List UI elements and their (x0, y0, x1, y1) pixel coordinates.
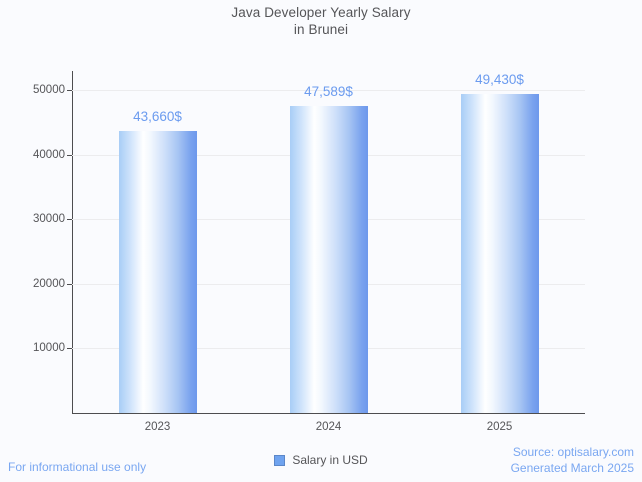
bar-2025[interactable] (460, 94, 539, 413)
disclaimer-text: For informational use only (8, 460, 147, 474)
legend-item-salary[interactable]: Salary in USD (274, 453, 368, 467)
bar-2023[interactable] (118, 131, 197, 413)
attribution: Source: optisalary.com Generated March 2… (511, 445, 634, 476)
x-axis-tick-label: 2025 (486, 421, 513, 433)
x-axis-tick-label: 2024 (315, 421, 342, 433)
generated-text: Generated March 2025 (510, 460, 634, 475)
y-axis-tick-label: 10000 (33, 342, 65, 355)
y-tick-mark (67, 154, 72, 156)
y-axis-tick-label: 20000 (33, 277, 65, 290)
legend-swatch-icon (274, 454, 286, 466)
legend-label: Salary in USD (292, 453, 368, 467)
x-axis-tick-label: 2023 (144, 421, 171, 433)
bar-value-label: 49,430$ (475, 72, 524, 88)
y-axis-tick-label: 50000 (33, 84, 65, 97)
y-tick-mark (67, 283, 72, 285)
y-axis-tick-label: 40000 (33, 148, 65, 161)
gridline (72, 90, 585, 92)
chart-legend: Salary in USD (0, 453, 642, 467)
chart-title-line-1: Java Developer Yearly Salary (231, 5, 411, 20)
y-tick-mark (67, 348, 72, 350)
bar-value-label: 47,589$ (304, 83, 353, 99)
x-axis-line (72, 413, 585, 414)
bar-value-label: 43,660$ (133, 109, 182, 125)
y-axis-tick-label: 30000 (33, 213, 65, 226)
source-text: Source: optisalary.com (512, 445, 634, 459)
chart-title-line-2: in Brunei (293, 22, 349, 37)
y-tick-mark (67, 90, 72, 92)
chart-title: Java Developer Yearly Salary in Brunei (0, 4, 642, 38)
y-tick-mark (67, 219, 72, 221)
plot-area: 10000 20000 30000 40000 50000 (33, 71, 585, 413)
bar-2024[interactable] (289, 105, 368, 413)
y-axis-line (72, 71, 73, 414)
